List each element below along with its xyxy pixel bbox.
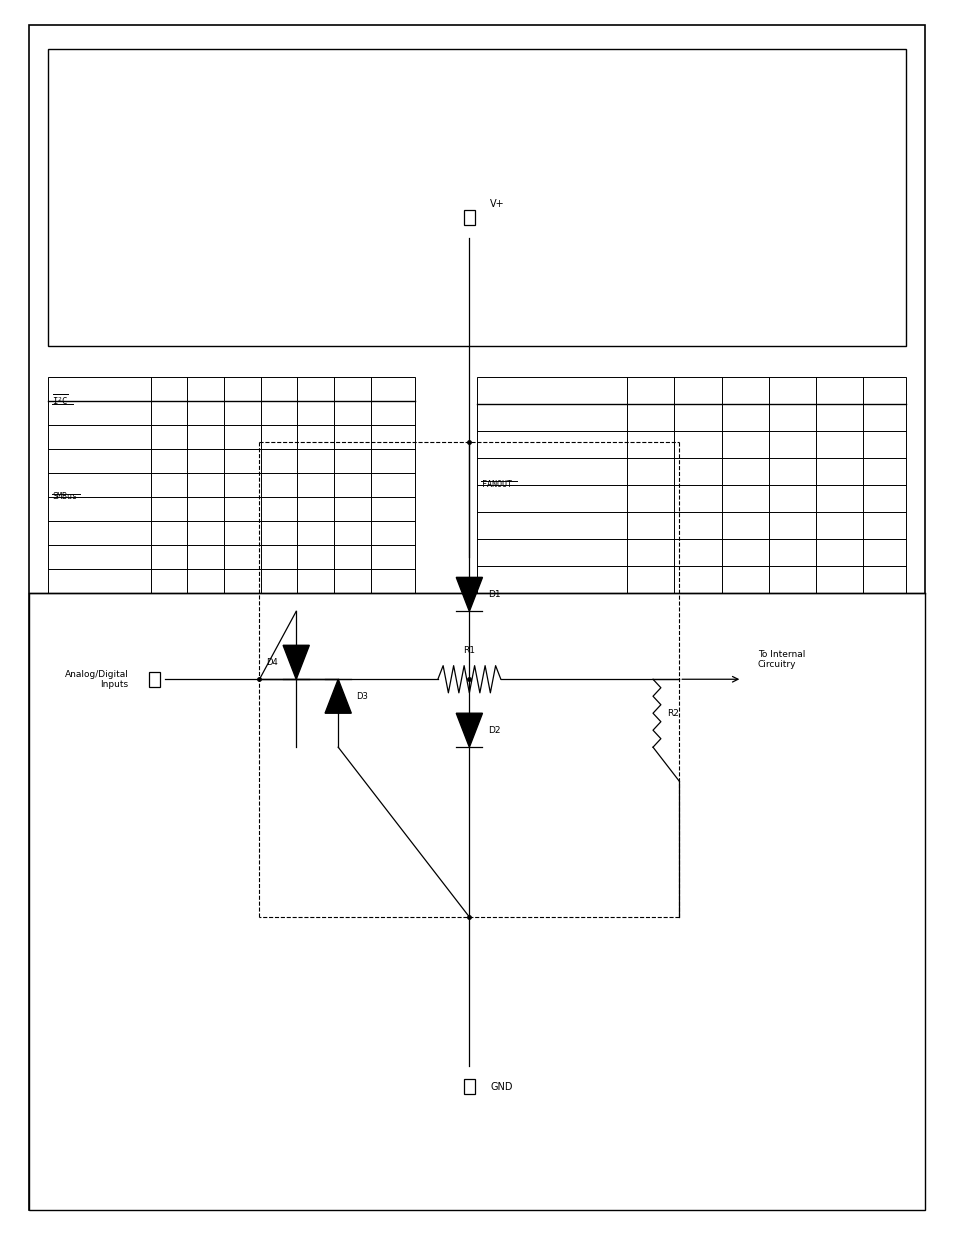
Polygon shape [283, 645, 309, 679]
Text: D2: D2 [487, 726, 499, 735]
Text: FANOUT: FANOUT [481, 480, 511, 489]
Text: V+: V+ [490, 199, 504, 209]
Bar [29, 593, 924, 1210]
Text: D3: D3 [356, 692, 368, 700]
Text: D4: D4 [266, 658, 277, 667]
Text: D1: D1 [487, 590, 499, 599]
Polygon shape [325, 679, 351, 714]
Bar [149, 672, 160, 687]
Text: R2: R2 [666, 709, 679, 718]
Bar [48, 377, 415, 593]
Polygon shape [456, 578, 482, 611]
Text: Analog/Digital
Inputs: Analog/Digital Inputs [65, 669, 128, 689]
Text: $\mathregular{\overline{I^2C}}$: $\mathregular{\overline{I^2C}}$ [52, 393, 70, 409]
Bar [476, 377, 905, 593]
Polygon shape [456, 714, 482, 747]
Text: SMBus: SMBus [52, 493, 77, 501]
Bar [463, 1079, 475, 1094]
Text: GND: GND [490, 1082, 513, 1092]
Bar [463, 210, 475, 225]
Text: To Internal
Circuitry: To Internal Circuitry [757, 650, 804, 669]
Text: R1: R1 [463, 646, 475, 655]
Bar [48, 49, 905, 346]
